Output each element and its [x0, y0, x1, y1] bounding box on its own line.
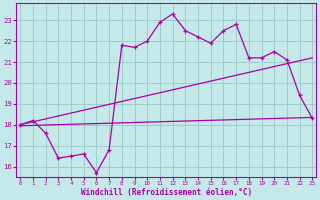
X-axis label: Windchill (Refroidissement éolien,°C): Windchill (Refroidissement éolien,°C) — [81, 188, 252, 197]
